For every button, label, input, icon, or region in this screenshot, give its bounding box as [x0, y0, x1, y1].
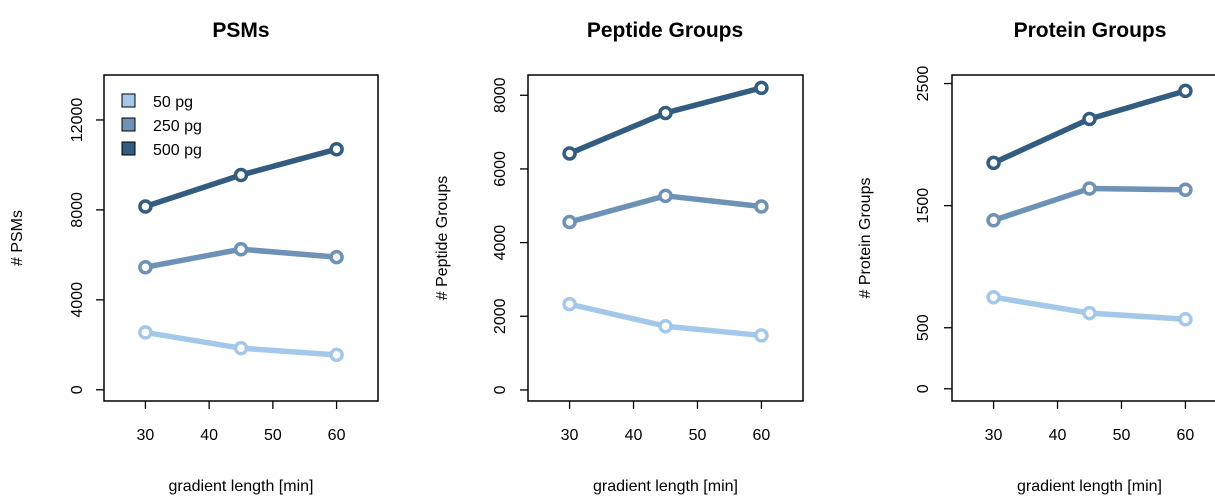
data-point	[986, 155, 1001, 171]
x-tick-label: 50	[1113, 427, 1131, 444]
data-point	[986, 289, 1001, 305]
data-point	[1178, 83, 1193, 99]
y-axis-label: # Peptide Groups	[434, 176, 451, 301]
data-point	[1178, 182, 1193, 198]
data-point	[329, 347, 344, 363]
data-point	[138, 325, 153, 340]
data-point	[658, 318, 673, 334]
plot-frame	[527, 74, 804, 402]
data-point	[562, 296, 577, 312]
data-point	[754, 80, 769, 96]
chart-title: Protein Groups	[1014, 19, 1167, 42]
data-point	[1082, 305, 1097, 321]
series-line-500-pg	[566, 85, 765, 157]
y-tick-label: 8000	[492, 77, 509, 113]
legend-swatch	[121, 93, 136, 108]
data-point	[562, 146, 577, 161]
data-point	[329, 249, 344, 265]
chart-panel-3: Protein Groups 30 40 50 60 gradient length [m…	[857, 19, 1215, 495]
x-tick-label: 40	[200, 427, 218, 444]
y-tick-label: 0	[915, 384, 932, 393]
y-tick-label: 2500	[915, 66, 932, 102]
y-tick-label: 0	[492, 385, 509, 394]
x-tick-label: 40	[1049, 427, 1067, 444]
data-point	[1178, 311, 1193, 327]
data-point	[1082, 181, 1097, 196]
y-tick-label: 4000	[69, 282, 86, 318]
chart-title: PSMs	[212, 19, 269, 42]
data-point	[138, 259, 153, 275]
x-tick-label: 30	[137, 427, 155, 444]
plot-frame	[951, 74, 1215, 402]
y-tick-label: 8000	[69, 192, 86, 228]
data-point	[754, 199, 769, 214]
x-axis-label: gradient length [min]	[169, 478, 314, 495]
data-point	[233, 340, 249, 356]
legend-swatch	[121, 141, 136, 156]
data-point	[1082, 111, 1097, 127]
data-point	[658, 188, 673, 204]
data-point	[138, 199, 153, 214]
x-tick-label: 30	[985, 427, 1003, 444]
chart-panel-1: PSMs 30 40 50 60 gradient length [min] 0 4000 80…	[9, 19, 379, 495]
data-point	[986, 213, 1001, 228]
y-tick-label: 4000	[492, 225, 509, 261]
y-tick-label: 2000	[492, 298, 509, 334]
y-tick-label: 6000	[492, 151, 509, 187]
y-tick-label: 1500	[915, 188, 932, 224]
legend-label: 250 pg	[153, 118, 202, 135]
y-axis-label: # PSMs	[9, 210, 26, 266]
y-tick-label: 0	[69, 385, 86, 394]
data-point	[658, 105, 673, 121]
data-point	[329, 141, 344, 157]
plot-frame	[103, 74, 379, 402]
data-point	[562, 214, 577, 230]
x-tick-label: 60	[328, 427, 346, 444]
legend: 50 pg 250 pg 500 pg	[121, 93, 202, 159]
data-point	[754, 328, 769, 343]
x-axis-label: gradient length [min]	[1017, 478, 1162, 495]
x-axis-label: gradient length [min]	[593, 478, 738, 495]
legend-swatch	[121, 117, 136, 132]
x-tick-label: 40	[625, 427, 643, 444]
x-tick-label: 50	[689, 427, 707, 444]
series-line-500-pg	[990, 88, 1189, 166]
data-point	[233, 167, 249, 183]
legend-label: 500 pg	[153, 142, 202, 159]
x-tick-label: 60	[1177, 427, 1195, 444]
chart-title: Peptide Groups	[587, 19, 743, 42]
legend-label: 50 pg	[153, 94, 193, 111]
x-tick-label: 30	[561, 427, 579, 444]
x-tick-label: 60	[753, 427, 771, 444]
y-tick-label: 500	[915, 314, 932, 341]
y-axis-label: # Protein Groups	[857, 178, 874, 299]
chart-panel-2: Peptide Groups 30 40 50 60 gradient length [m…	[434, 19, 804, 495]
data-point	[233, 241, 249, 257]
x-tick-label: 50	[264, 427, 282, 444]
y-tick-label: 12000	[69, 98, 86, 143]
